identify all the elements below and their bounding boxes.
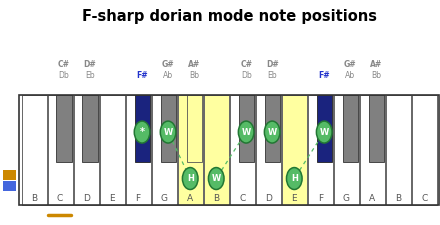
FancyBboxPatch shape (178, 95, 203, 205)
Text: E: E (291, 194, 297, 203)
Text: H: H (187, 174, 194, 183)
FancyBboxPatch shape (152, 95, 177, 205)
Text: F#: F# (319, 72, 330, 81)
Text: G: G (343, 194, 350, 203)
Text: basicmusictheory.com: basicmusictheory.com (7, 81, 12, 135)
Text: B: B (395, 194, 401, 203)
Text: C: C (57, 194, 63, 203)
FancyBboxPatch shape (282, 95, 307, 205)
Text: A: A (369, 194, 375, 203)
FancyBboxPatch shape (369, 95, 384, 162)
Text: D: D (83, 194, 90, 203)
Text: G: G (161, 194, 168, 203)
FancyBboxPatch shape (308, 95, 333, 205)
FancyBboxPatch shape (230, 95, 255, 205)
Circle shape (238, 121, 254, 143)
FancyBboxPatch shape (187, 95, 202, 162)
Text: A#: A# (188, 60, 200, 69)
FancyBboxPatch shape (360, 95, 385, 205)
FancyBboxPatch shape (412, 95, 437, 205)
Text: D: D (265, 194, 272, 203)
FancyBboxPatch shape (386, 95, 411, 205)
Text: H: H (291, 174, 298, 183)
Text: C: C (239, 194, 246, 203)
Circle shape (286, 168, 302, 189)
Text: B: B (31, 194, 37, 203)
Text: Eb: Eb (268, 72, 277, 81)
Text: *: * (139, 127, 145, 137)
Text: Bb: Bb (371, 72, 381, 81)
Text: F: F (136, 194, 141, 203)
Text: Db: Db (59, 72, 70, 81)
Text: Bb: Bb (189, 72, 199, 81)
Text: F#: F# (136, 72, 148, 81)
FancyBboxPatch shape (334, 95, 359, 205)
Text: D#: D# (266, 60, 279, 69)
FancyBboxPatch shape (48, 95, 73, 205)
Text: C#: C# (240, 60, 252, 69)
Text: W: W (164, 128, 173, 137)
FancyBboxPatch shape (256, 95, 281, 205)
Text: B: B (213, 194, 219, 203)
FancyBboxPatch shape (264, 95, 280, 162)
Text: Db: Db (241, 72, 252, 81)
Text: G#: G# (344, 60, 356, 69)
FancyBboxPatch shape (135, 95, 150, 162)
Bar (3, 181, 16, 191)
Circle shape (160, 121, 176, 143)
Circle shape (264, 121, 280, 143)
Text: F: F (318, 194, 323, 203)
Text: A#: A# (370, 60, 382, 69)
Text: G#: G# (162, 60, 174, 69)
FancyBboxPatch shape (126, 95, 150, 205)
Circle shape (183, 168, 198, 189)
FancyBboxPatch shape (100, 95, 125, 205)
Text: F-sharp dorian mode note positions: F-sharp dorian mode note positions (82, 9, 377, 24)
FancyBboxPatch shape (317, 95, 332, 162)
FancyBboxPatch shape (343, 95, 358, 162)
Bar (3, 170, 16, 180)
Circle shape (316, 121, 332, 143)
FancyBboxPatch shape (82, 95, 98, 162)
Text: W: W (212, 174, 221, 183)
FancyBboxPatch shape (238, 95, 254, 162)
Text: W: W (319, 128, 329, 137)
Text: E: E (109, 194, 115, 203)
FancyBboxPatch shape (73, 95, 99, 205)
Text: A: A (187, 194, 193, 203)
FancyBboxPatch shape (204, 95, 229, 205)
Text: C#: C# (58, 60, 70, 69)
Text: W: W (268, 128, 277, 137)
Text: Eb: Eb (85, 72, 95, 81)
Text: D#: D# (84, 60, 96, 69)
Circle shape (209, 168, 224, 189)
Text: W: W (242, 128, 251, 137)
Text: Ab: Ab (345, 72, 355, 81)
Circle shape (134, 121, 150, 143)
FancyBboxPatch shape (22, 95, 47, 205)
FancyBboxPatch shape (56, 95, 72, 162)
Text: Ab: Ab (163, 72, 173, 81)
FancyBboxPatch shape (161, 95, 176, 162)
Text: C: C (421, 194, 428, 203)
